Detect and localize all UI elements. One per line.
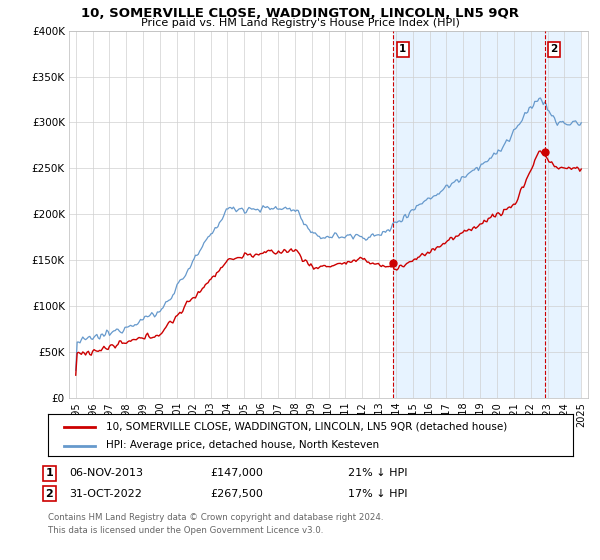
Text: 2: 2 bbox=[551, 44, 558, 54]
Text: Price paid vs. HM Land Registry's House Price Index (HPI): Price paid vs. HM Land Registry's House … bbox=[140, 18, 460, 28]
Text: 1: 1 bbox=[399, 44, 406, 54]
Text: 1: 1 bbox=[46, 468, 53, 478]
Text: 10, SOMERVILLE CLOSE, WADDINGTON, LINCOLN, LN5 9QR (detached house): 10, SOMERVILLE CLOSE, WADDINGTON, LINCOL… bbox=[106, 421, 507, 431]
Text: 31-OCT-2022: 31-OCT-2022 bbox=[69, 489, 142, 499]
Text: HPI: Average price, detached house, North Kesteven: HPI: Average price, detached house, Nort… bbox=[106, 440, 379, 450]
Text: £147,000: £147,000 bbox=[210, 468, 263, 478]
Text: 2: 2 bbox=[46, 489, 53, 499]
Text: This data is licensed under the Open Government Licence v3.0.: This data is licensed under the Open Gov… bbox=[48, 526, 323, 535]
Bar bbox=[393, 31, 581, 398]
Text: 21% ↓ HPI: 21% ↓ HPI bbox=[348, 468, 407, 478]
Text: 10, SOMERVILLE CLOSE, WADDINGTON, LINCOLN, LN5 9QR: 10, SOMERVILLE CLOSE, WADDINGTON, LINCOL… bbox=[81, 7, 519, 20]
Text: £267,500: £267,500 bbox=[210, 489, 263, 499]
Text: 06-NOV-2013: 06-NOV-2013 bbox=[69, 468, 143, 478]
Text: Contains HM Land Registry data © Crown copyright and database right 2024.: Contains HM Land Registry data © Crown c… bbox=[48, 513, 383, 522]
Text: 17% ↓ HPI: 17% ↓ HPI bbox=[348, 489, 407, 499]
